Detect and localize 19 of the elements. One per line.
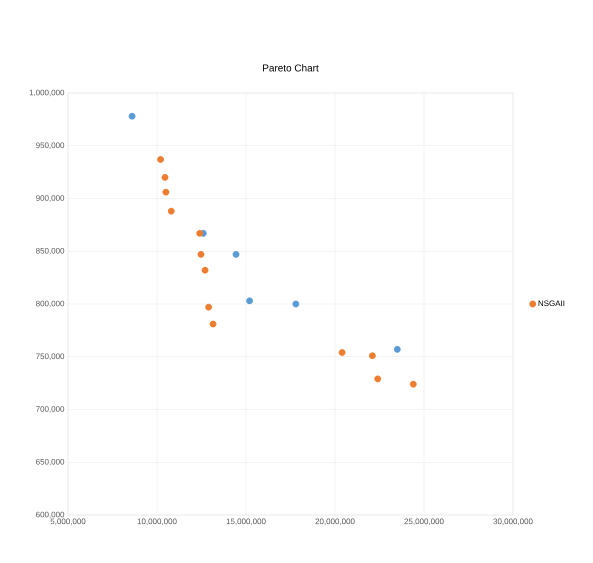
point: [246, 297, 253, 304]
point: [368, 352, 376, 360]
point: [157, 156, 164, 163]
point: [410, 380, 417, 388]
point: [196, 230, 204, 237]
point: [394, 346, 401, 353]
point: [198, 251, 204, 258]
point: [292, 300, 300, 308]
point: [162, 174, 168, 181]
point: [338, 349, 346, 356]
chart-title: Pareto Chart: [263, 64, 319, 72]
point: [162, 188, 170, 196]
point: [205, 304, 212, 311]
point: [128, 112, 136, 120]
point: [168, 208, 175, 215]
point: [374, 376, 382, 382]
point: [210, 320, 216, 328]
point: [202, 266, 208, 274]
point: [232, 251, 240, 258]
